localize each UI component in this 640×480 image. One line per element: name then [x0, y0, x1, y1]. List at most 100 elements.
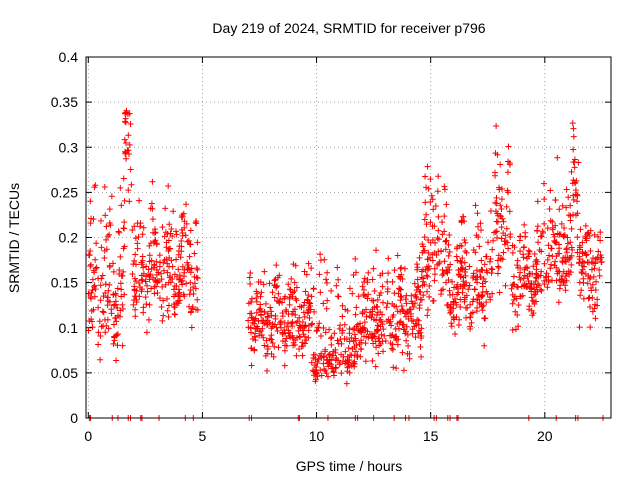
data-point: [415, 317, 422, 324]
data-point: [148, 285, 155, 292]
data-point: [563, 204, 570, 211]
data-point: [142, 294, 149, 301]
data-point: [394, 341, 401, 348]
data-point: [455, 322, 462, 329]
data-point: [441, 213, 448, 220]
data-point: [316, 271, 323, 278]
data-point: [532, 258, 539, 265]
data-point: [587, 227, 594, 234]
data-point: [403, 337, 410, 344]
data-point: [498, 185, 505, 192]
data-point: [296, 303, 303, 310]
data-point: [274, 327, 281, 334]
data-point: [351, 363, 358, 370]
data-point: [100, 322, 107, 329]
data-point: [126, 141, 133, 148]
data-point: [262, 300, 269, 307]
data-point: [186, 253, 193, 260]
data-point: [326, 351, 333, 358]
data-point: [99, 308, 106, 315]
data-point: [398, 294, 405, 301]
data-point: [386, 332, 393, 339]
y-axis-label: SRMTID / TECUs: [6, 183, 22, 293]
data-point: [515, 302, 522, 309]
data-point: [178, 226, 185, 233]
data-point: [525, 278, 532, 285]
data-point: [102, 290, 109, 297]
data-point: [193, 274, 200, 281]
data-point: [188, 324, 195, 331]
data-point: [493, 228, 500, 235]
data-point: [570, 211, 577, 218]
data-point: [425, 185, 432, 192]
data-point: [122, 140, 129, 147]
data-point: [370, 265, 377, 272]
data-point: [589, 308, 596, 315]
data-point: [331, 369, 338, 376]
data-point: [443, 268, 450, 275]
data-point: [502, 238, 509, 245]
data-point: [144, 288, 151, 295]
data-point: [290, 342, 297, 349]
data-point: [598, 259, 605, 266]
data-point: [570, 196, 577, 203]
data-point: [114, 304, 121, 311]
data-point: [87, 294, 94, 301]
data-point: [307, 300, 314, 307]
data-point: [382, 338, 389, 345]
data-point: [561, 277, 568, 284]
data-point: [154, 290, 161, 297]
data-point: [120, 268, 127, 275]
data-point: [538, 287, 545, 294]
data-point: [132, 313, 139, 320]
data-point: [570, 133, 577, 140]
x-axis-label: GPS time / hours: [296, 458, 403, 474]
data-point: [180, 210, 187, 217]
data-point: [336, 361, 343, 368]
data-point: [587, 324, 594, 331]
data-point: [151, 262, 158, 269]
data-point: [544, 256, 551, 263]
data-point: [510, 281, 517, 288]
data-point: [355, 293, 362, 300]
data-point: [317, 257, 324, 264]
data-point: [286, 295, 293, 302]
data-point: [421, 216, 428, 223]
data-point: [343, 336, 350, 343]
data-point: [553, 277, 560, 284]
data-point: [345, 345, 352, 352]
data-point: [577, 226, 584, 233]
data-point: [171, 271, 178, 278]
data-point: [545, 242, 552, 249]
data-point: [439, 219, 446, 226]
y-tick-label: 0.15: [51, 275, 78, 291]
data-point: [104, 294, 111, 301]
data-point: [576, 256, 583, 263]
data-point: [159, 224, 166, 231]
data-point: [492, 172, 499, 179]
data-point: [335, 340, 342, 347]
data-point: [291, 279, 298, 286]
data-point: [361, 325, 368, 332]
data-point: [360, 286, 367, 293]
data-point: [152, 237, 159, 244]
data-point: [157, 259, 164, 266]
data-point: [445, 301, 452, 308]
data-point: [360, 291, 367, 298]
data-point: [376, 335, 383, 342]
data-point: [308, 321, 315, 328]
data-point: [398, 303, 405, 310]
data-point: [554, 268, 561, 275]
data-point: [587, 248, 594, 255]
data-point: [193, 218, 200, 225]
data-point: [596, 266, 603, 273]
data-point: [417, 344, 424, 351]
data-point: [430, 297, 437, 304]
data-point: [276, 298, 283, 305]
data-point: [131, 293, 138, 300]
data-point: [496, 289, 503, 296]
data-point: [514, 257, 521, 264]
axis-ticks: 0 0.05 0.1 0.15 0.2 0.25 0.3 0.35 0.4 0 5 10 15 20: [51, 49, 611, 444]
data-point: [311, 351, 318, 358]
data-point: [322, 329, 329, 336]
